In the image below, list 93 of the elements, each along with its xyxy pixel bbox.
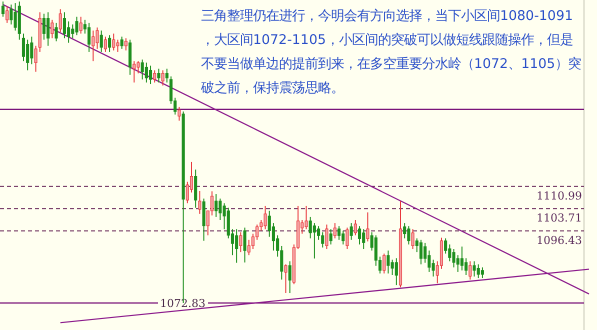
candlestick xyxy=(342,230,345,245)
candlestick xyxy=(317,226,320,240)
candlestick xyxy=(79,16,82,34)
candlestick xyxy=(198,190,202,214)
candlestick xyxy=(124,38,128,51)
candlestick xyxy=(288,260,292,294)
candlestick xyxy=(239,232,242,253)
candlestick xyxy=(132,60,136,83)
candlestick xyxy=(308,216,312,239)
candlestick xyxy=(194,169,198,208)
candlestick xyxy=(14,2,17,32)
candlestick xyxy=(456,254,460,272)
candlestick xyxy=(329,228,332,245)
candlestick xyxy=(411,228,414,250)
candlestick xyxy=(382,253,386,274)
candlestick xyxy=(312,222,316,259)
candlestick xyxy=(144,62,148,83)
candlestick xyxy=(419,239,423,265)
candlestick xyxy=(75,16,78,36)
candlestick xyxy=(178,106,181,122)
candlestick xyxy=(424,242,427,264)
candlestick xyxy=(284,264,288,294)
ref-line-label: 1096.43 xyxy=(536,234,582,247)
candlestick xyxy=(358,226,362,245)
candlestick xyxy=(346,227,349,250)
candlestick xyxy=(394,258,398,286)
candlestick xyxy=(136,60,140,74)
candlestick xyxy=(6,6,9,24)
candlestick xyxy=(350,222,353,240)
candlestick xyxy=(58,8,62,33)
candlestick xyxy=(46,12,50,46)
candlestick xyxy=(100,30,103,52)
candlestick xyxy=(22,33,26,62)
candlestick xyxy=(108,34,112,52)
candlestick xyxy=(104,36,107,52)
candlestick xyxy=(67,20,70,44)
candlestick xyxy=(120,36,124,50)
candlestick xyxy=(42,13,46,40)
candlestick xyxy=(247,239,250,256)
candlestick xyxy=(264,205,267,230)
candlestick xyxy=(390,259,394,276)
candlestick xyxy=(268,210,271,238)
candlestick xyxy=(50,19,54,39)
candlestick xyxy=(448,244,452,262)
candlestick xyxy=(1,1,5,18)
candlestick xyxy=(452,248,456,268)
candlestick xyxy=(62,12,66,39)
candlestick xyxy=(88,22,91,52)
candlestick xyxy=(10,4,13,25)
candlestick xyxy=(407,226,410,245)
candlestick xyxy=(362,228,366,250)
ref-line-label: 1072.83 xyxy=(160,297,206,310)
candlestick xyxy=(112,33,116,51)
candlestick xyxy=(153,70,156,83)
candlestick xyxy=(140,59,144,80)
candlestick xyxy=(354,220,357,236)
candlestick xyxy=(480,266,484,279)
candlestick xyxy=(321,232,324,248)
candlestick xyxy=(338,226,341,240)
candlestick xyxy=(214,194,218,218)
candlestick xyxy=(92,30,95,62)
candlestick xyxy=(161,70,164,86)
candlestick xyxy=(30,36,34,65)
ref-line-label: 1103.71 xyxy=(536,212,582,225)
candlestick xyxy=(428,250,431,272)
candlestick xyxy=(26,39,30,71)
candlestick xyxy=(54,22,58,42)
candlestick xyxy=(468,260,472,280)
candlestick xyxy=(304,205,308,230)
candlestick xyxy=(116,39,120,52)
candlestick xyxy=(157,68,160,83)
ref-line-label: 1110.99 xyxy=(536,189,582,202)
candlestick xyxy=(464,258,468,276)
candlestick xyxy=(325,224,328,250)
candlestick xyxy=(165,68,168,83)
candlestick xyxy=(432,259,435,278)
candlestick xyxy=(243,227,246,263)
candlestick xyxy=(71,24,74,39)
candlestick xyxy=(235,228,238,264)
candlestick xyxy=(218,198,222,220)
candlestick xyxy=(148,65,152,85)
candlestick xyxy=(96,27,99,50)
candlestick xyxy=(34,45,38,72)
candlestick xyxy=(403,222,406,239)
candlestick xyxy=(444,238,448,254)
candlestick xyxy=(472,260,476,278)
candlestick xyxy=(333,222,336,239)
candlestick xyxy=(476,264,480,279)
candlestick xyxy=(366,212,370,242)
annotation: 三角整理仍在进行，今明会有方向选择，当下小区间1080-1091，大区间1072-1105，小区间的突破可以做短线跟随操作，但是不要当做单边的提前到来，在多空重要分水岭（1072、1105）突破之前，保持震荡思略。 xyxy=(200,8,582,96)
candlestick xyxy=(374,234,378,266)
candlestick xyxy=(460,246,464,271)
candlestick xyxy=(386,250,390,274)
